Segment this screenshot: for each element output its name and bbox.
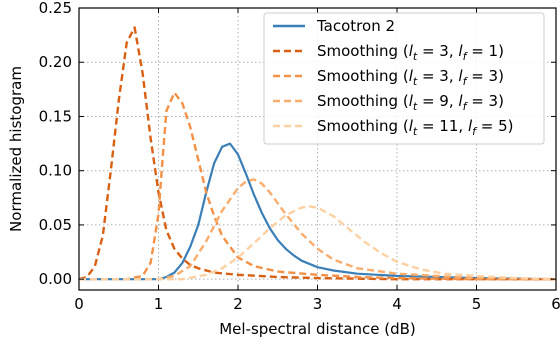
legend-label-part: = 11, <box>417 117 468 135</box>
x-tick-label: 6 <box>551 295 560 313</box>
legend-box <box>263 12 545 145</box>
series-lines <box>78 26 557 281</box>
legend-label-part: = 3, <box>417 42 458 60</box>
x-tick-label: 0 <box>74 295 84 313</box>
legend-label-part: t <box>413 50 418 63</box>
legend-label-part: = 5) <box>476 117 514 135</box>
legend-label-part: l <box>409 117 414 135</box>
x-tick-label: 2 <box>233 295 243 313</box>
x-tick-label: 4 <box>392 295 402 313</box>
legend-label-part: t <box>413 100 418 113</box>
legend-label: Smoothing (lt = 9, lf = 3) <box>317 92 504 113</box>
series-line-2 <box>79 91 556 281</box>
y-axis-label: Normalized histogram <box>7 66 25 232</box>
legend-label-part: = 1) <box>466 42 504 60</box>
x-tick-label: 5 <box>472 295 482 313</box>
legend-label-part: Smoothing ( <box>317 92 409 110</box>
legend-label-part: t <box>413 125 418 138</box>
series-line-0 <box>79 142 557 281</box>
series-line-4 <box>79 205 557 281</box>
x-tick-label: 3 <box>313 295 323 313</box>
legend-label: Smoothing (lt = 3, lf = 1) <box>317 42 504 63</box>
x-axis-label: Mel-spectral distance (dB) <box>219 320 416 338</box>
y-tick-label: 0.20 <box>39 53 72 71</box>
legend-label-part: Smoothing ( <box>317 67 409 85</box>
legend-label-part: = 3) <box>466 67 504 85</box>
legend-label-part: f <box>463 50 469 63</box>
axis-ticks: 0 1 2 3 4 5 6 0.00 0.05 0.10 0.15 0.20 0.25 <box>39 0 560 313</box>
legend-label-part: = 3, <box>417 67 458 85</box>
y-tick-label: 0.05 <box>39 216 72 234</box>
y-tick-label: 0.10 <box>39 162 72 180</box>
y-tick-label: 0.15 <box>39 107 72 125</box>
y-tick-label: 0.00 <box>39 270 72 288</box>
legend-label-part: f <box>463 75 469 88</box>
legend-label-part: l <box>458 42 463 60</box>
legend-label-part: l <box>409 42 414 60</box>
y-tick-label: 0.25 <box>39 0 72 17</box>
legend-label: Smoothing (lt = 11, lf = 5) <box>317 117 513 138</box>
legend-label-part: Smoothing ( <box>317 117 409 135</box>
legend-label-part: = 3) <box>466 92 504 110</box>
legend-label-part: l <box>409 67 414 85</box>
legend-label-part: f <box>463 100 469 113</box>
legend-label-part: l <box>458 67 463 85</box>
legend-label-part: l <box>458 92 463 110</box>
legend-label: Smoothing (lt = 3, lf = 3) <box>317 67 504 88</box>
legend-label-part: t <box>413 75 418 88</box>
legend-label-part: l <box>468 117 473 135</box>
legend-label-part: f <box>472 125 478 138</box>
x-tick-label: 1 <box>154 295 164 313</box>
legend-label: Tacotron 2 <box>316 17 395 35</box>
series-line-3 <box>79 178 557 281</box>
legend-label-part: = 9, <box>417 92 458 110</box>
legend-label-part: Smoothing ( <box>317 42 409 60</box>
legend-label-part: l <box>409 92 414 110</box>
